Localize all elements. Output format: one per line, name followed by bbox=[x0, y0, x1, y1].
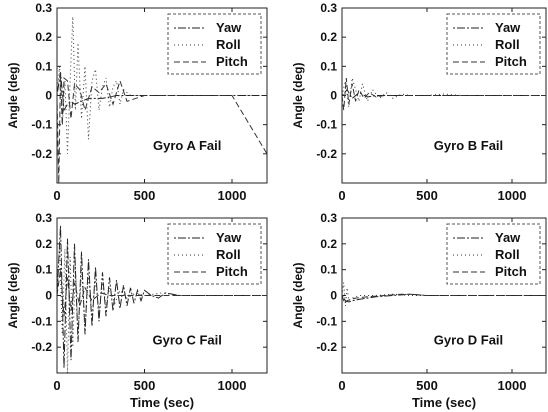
legend-label: Roll bbox=[495, 247, 520, 262]
legend-box bbox=[167, 13, 262, 75]
y-axis-label: Angle (deg) bbox=[6, 63, 20, 129]
series-line-roll bbox=[342, 77, 546, 108]
legend-label: Roll bbox=[495, 37, 520, 52]
legend-label: Yaw bbox=[216, 230, 242, 245]
y-axis-label: Angle (deg) bbox=[6, 263, 20, 329]
legend-label: Roll bbox=[216, 247, 241, 262]
series-line-roll bbox=[57, 243, 267, 373]
x-tick-label: 1000 bbox=[218, 188, 247, 203]
series-line-yaw bbox=[57, 72, 267, 112]
legend-box bbox=[167, 223, 262, 285]
y-tick-label: 0.3 bbox=[320, 211, 337, 225]
panel-annotation: Gyro A Fail bbox=[153, 138, 221, 153]
y-tick-label: 0.1 bbox=[320, 59, 337, 73]
panel-annotation: Gyro D Fail bbox=[434, 332, 503, 347]
y-tick-label: -0.1 bbox=[31, 118, 52, 132]
y-tick-label: -0.1 bbox=[316, 314, 337, 328]
x-tick-label: 500 bbox=[416, 188, 438, 203]
legend-box bbox=[446, 13, 541, 75]
y-tick-label: 0.2 bbox=[320, 30, 337, 44]
legend-label: Pitch bbox=[495, 54, 527, 69]
x-tick-label: 1000 bbox=[498, 188, 527, 203]
legend: Yaw Roll Pitch bbox=[167, 223, 262, 285]
y-tick-label: -0.1 bbox=[31, 314, 52, 328]
y-tick-label: 0.3 bbox=[320, 1, 337, 15]
y-tick-label: 0.2 bbox=[320, 237, 337, 251]
series-line-pitch bbox=[57, 72, 267, 183]
series-line-roll bbox=[57, 16, 267, 154]
y-tick-label: -0.2 bbox=[316, 147, 337, 161]
y-tick-label: 0.2 bbox=[35, 237, 52, 251]
y-tick-label: 0.1 bbox=[320, 263, 337, 277]
x-tick-label: 500 bbox=[134, 188, 156, 203]
y-tick-label: 0.3 bbox=[35, 1, 52, 15]
legend-label: Pitch bbox=[216, 264, 248, 279]
y-tick-label: -0.1 bbox=[316, 118, 337, 132]
x-tick-label: 500 bbox=[134, 378, 156, 393]
legend-label: Yaw bbox=[495, 20, 521, 35]
legend: Yaw Roll Pitch bbox=[446, 223, 541, 285]
y-tick-label: 0.1 bbox=[35, 263, 52, 277]
y-tick-label: 0.3 bbox=[35, 211, 52, 225]
y-tick-label: -0.2 bbox=[31, 340, 52, 354]
x-tick-label: 0 bbox=[53, 188, 60, 203]
y-tick-label: -0.2 bbox=[316, 340, 337, 354]
series-line-pitch bbox=[342, 293, 546, 305]
x-tick-label: 1000 bbox=[218, 378, 247, 393]
panel-annotation: Gyro B Fail bbox=[434, 138, 503, 153]
panel-annotation: Gyro C Fail bbox=[153, 332, 222, 347]
y-axis-label: Angle (deg) bbox=[291, 263, 305, 329]
x-tick-label: 1000 bbox=[498, 378, 527, 393]
legend-label: Pitch bbox=[216, 54, 248, 69]
x-tick-label: 0 bbox=[338, 378, 345, 393]
legend-label: Pitch bbox=[495, 264, 527, 279]
y-tick-label: 0 bbox=[45, 89, 52, 103]
series-line-pitch bbox=[342, 77, 546, 111]
legend: Yaw Roll Pitch bbox=[446, 13, 541, 75]
legend-label: Roll bbox=[216, 37, 241, 52]
series-line-yaw bbox=[342, 88, 546, 100]
x-tick-label: 0 bbox=[338, 188, 345, 203]
y-tick-label: 0 bbox=[330, 289, 337, 303]
legend-label: Yaw bbox=[216, 20, 242, 35]
y-tick-label: 0.2 bbox=[35, 30, 52, 44]
legend-box bbox=[446, 223, 541, 285]
series-line-roll bbox=[342, 282, 546, 306]
chart-panel-3: -0.2 -0.1 0 0.1 0.2 0.3 0 500 1000 Angle (deg) Tim… bbox=[6, 211, 268, 410]
y-tick-label: 0 bbox=[45, 289, 52, 303]
y-tick-label: 0.1 bbox=[35, 59, 52, 73]
chart-panel-1: -0.2 -0.1 0 0.1 0.2 0.3 0 500 1000 Angle (deg) Yaw… bbox=[6, 1, 268, 203]
x-tick-label: 500 bbox=[416, 378, 438, 393]
y-tick-label: -0.2 bbox=[31, 147, 52, 161]
x-axis-label: Time (sec) bbox=[412, 395, 476, 410]
x-axis-label: Time (sec) bbox=[130, 395, 194, 410]
chart-panel-2: -0.2 -0.1 0 0.1 0.2 0.3 0 500 1000 Angle (deg) Yaw… bbox=[291, 1, 547, 203]
series-line-yaw bbox=[57, 225, 267, 368]
series-line-pitch bbox=[57, 269, 267, 317]
y-axis-label: Angle (deg) bbox=[291, 63, 305, 129]
legend-label: Yaw bbox=[495, 230, 521, 245]
legend: Yaw Roll Pitch bbox=[167, 13, 262, 75]
x-tick-label: 0 bbox=[53, 378, 60, 393]
chart-panel-4: -0.2 -0.1 0 0.1 0.2 0.3 0 500 1000 Angle (deg) Tim… bbox=[291, 211, 547, 410]
y-tick-label: 0 bbox=[330, 89, 337, 103]
